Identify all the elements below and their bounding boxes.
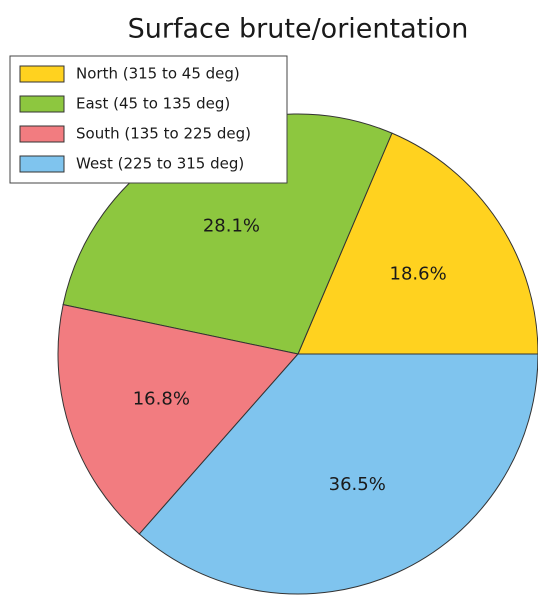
pie-slice [297, 132, 538, 355]
legend-swatch [19, 125, 65, 143]
slice-label: 28.1% [203, 215, 260, 236]
legend-label: South (135 to 225 deg) [76, 125, 251, 143]
legend-label: West (225 to 315 deg) [76, 155, 244, 173]
legend-label: East (45 to 135 deg) [76, 95, 230, 113]
legend-label: North (315 to 45 deg) [76, 65, 240, 83]
pie-slice [138, 353, 538, 595]
slice-label: 18.6% [390, 264, 447, 285]
chart-title: Surface brute/orientation [128, 14, 469, 45]
slice-label: 16.8% [133, 388, 190, 409]
pie-slice [57, 304, 299, 535]
legend-swatch [19, 65, 65, 83]
legend: North (315 to 45 deg) East (45 to 135 deg… [9, 55, 288, 184]
pie: 18.6% 28.1% 16.8% 36.5% [57, 113, 538, 595]
legend-swatch [19, 95, 65, 113]
legend-swatch [19, 155, 65, 173]
slice-label: 36.5% [329, 474, 386, 495]
